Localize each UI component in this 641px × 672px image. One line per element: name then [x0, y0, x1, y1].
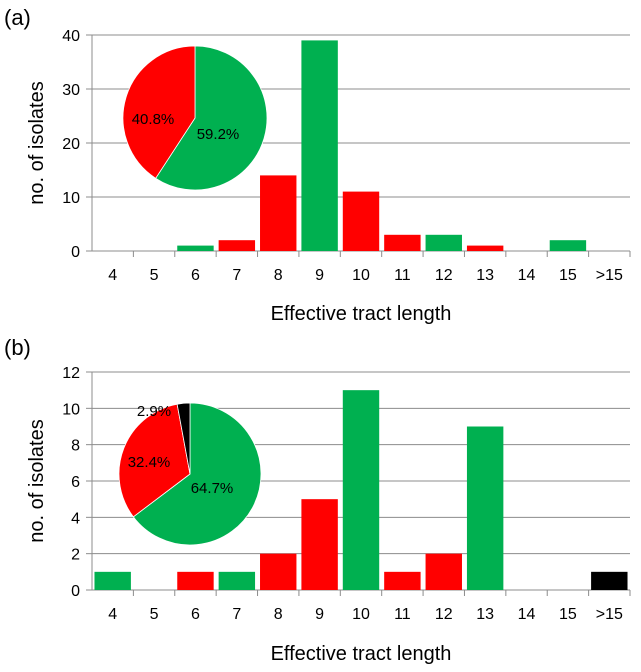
y-tick-label: 12	[62, 365, 80, 382]
y-tick-label: 2	[71, 547, 80, 564]
pie-leader-line	[181, 404, 187, 421]
y-tick-label: 10	[62, 190, 80, 207]
bar-9	[301, 40, 338, 252]
bar-13	[466, 245, 504, 251]
y-tick-label: 10	[62, 401, 80, 418]
bar-8	[260, 175, 297, 251]
x-tick-label: 11	[394, 606, 411, 623]
x-tick-label: 5	[150, 606, 159, 623]
pie-slice	[118, 403, 191, 518]
y-tick-label: 20	[62, 136, 80, 153]
x-axis-title: Effective tract length	[271, 303, 452, 325]
y-tick-label: 4	[71, 510, 80, 527]
x-tick-label: 11	[394, 267, 411, 284]
x-tick-label: 13	[476, 606, 494, 623]
x-tick-label: 5	[150, 267, 159, 284]
bar-12	[425, 553, 462, 590]
bar-10	[342, 390, 380, 590]
x-tick-label: 7	[232, 606, 241, 623]
y-tick-label: 40	[62, 28, 80, 45]
pie-slice-label: 32.4%	[128, 454, 171, 471]
bar-4	[94, 571, 131, 590]
y-tick-label: 0	[71, 244, 80, 261]
panel-label: (b)	[4, 335, 31, 360]
x-tick-label: 6	[191, 606, 200, 623]
x-tick-label: 15	[559, 267, 577, 284]
pie-slice-label: 64.7%	[191, 480, 234, 497]
y-tick-label: 0	[71, 583, 80, 600]
x-tick-label: >15	[596, 267, 623, 284]
bar-13	[466, 426, 504, 590]
y-axis-title: no. of isolates	[26, 81, 48, 204]
x-tick-label: 6	[191, 267, 200, 284]
pie-slice-label: 40.8%	[132, 111, 175, 128]
x-tick-label: 10	[352, 606, 370, 623]
x-tick-label: 12	[435, 267, 453, 284]
bar-6	[177, 245, 214, 251]
pie-slice-label: 2.9%	[137, 403, 171, 420]
y-tick-label: 30	[62, 82, 80, 99]
pie-slice	[132, 402, 262, 546]
x-tick-label: 4	[108, 606, 117, 623]
x-tick-label: 9	[315, 267, 324, 284]
bar-7	[218, 240, 256, 251]
bar-7	[218, 571, 256, 590]
x-tick-label: 13	[476, 267, 494, 284]
bar-9	[301, 499, 338, 590]
y-axis-title: no. of isolates	[26, 419, 48, 542]
pie-slice	[122, 45, 196, 179]
bar-6	[177, 571, 214, 590]
x-tick-label: 10	[352, 267, 370, 284]
bar-15	[549, 240, 587, 251]
x-tick-label: 8	[274, 606, 283, 623]
pie-slice	[155, 45, 268, 191]
chart-panel-a: (a) 0 10 20 30 40 4 5 6 7 8 9 10 11 12 13 14 15 >15 Effecti…	[4, 5, 631, 325]
inset-pie-chart: 64.7% 32.4% 2.9%	[118, 402, 262, 546]
bar-11	[384, 571, 421, 590]
inset-pie-chart: 59.2% 40.8%	[122, 45, 268, 191]
x-tick-label: 7	[232, 267, 241, 284]
x-tick-label: 9	[315, 606, 324, 623]
y-tick-label: 6	[71, 474, 80, 491]
x-tick-label: 14	[518, 606, 536, 623]
x-tick-label: 8	[274, 267, 283, 284]
bar-8	[260, 553, 297, 590]
x-tick-label: 15	[559, 606, 577, 623]
bar-gt15	[591, 571, 628, 590]
bar-12	[425, 234, 462, 251]
x-tick-label: 4	[108, 267, 117, 284]
pie-slice	[176, 402, 191, 475]
chart-panel-b: (b) 0 2 4 6 8 10 12 4 5 6 7 8 9 10 11 12 13 14 15 >15 Effecti…	[4, 335, 631, 665]
pie-slice-label: 59.2%	[197, 126, 240, 143]
x-tick-label: >15	[596, 606, 623, 623]
y-tick-label: 8	[71, 438, 80, 455]
panel-label: (a)	[4, 5, 31, 30]
x-tick-label: 14	[518, 267, 536, 284]
x-tick-label: 12	[435, 606, 453, 623]
x-axis-title: Effective tract length	[271, 643, 452, 665]
bar-11	[384, 234, 421, 251]
bar-10	[342, 191, 380, 251]
